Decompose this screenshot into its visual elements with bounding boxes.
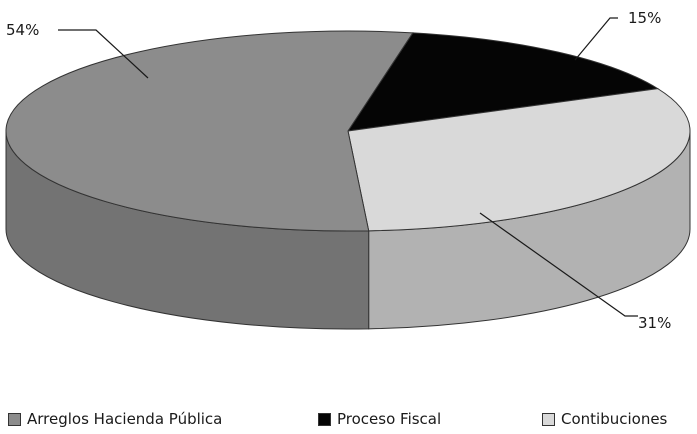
- pie-slice-contibuciones: [347, 88, 691, 232]
- legend-item-contibuciones: Contibuciones: [542, 410, 667, 428]
- leader-line-arreglos: [58, 29, 149, 79]
- legend-label-arreglos: Arreglos Hacienda Pública: [27, 410, 223, 428]
- legend-swatch-arreglos: [8, 412, 21, 426]
- pie-slice-arreglos: [5, 30, 414, 232]
- legend-item-proceso-fiscal: Proceso Fiscal: [318, 410, 441, 428]
- legend: Arreglos Hacienda Pública Proceso Fiscal…: [0, 410, 697, 434]
- legend-label-proceso-fiscal: Proceso Fiscal: [337, 410, 442, 428]
- pie-slice-proceso-fiscal: [346, 32, 660, 132]
- data-label-proceso-fiscal: 15%: [628, 9, 661, 27]
- legend-item-arreglos: Arreglos Hacienda Pública: [8, 410, 222, 428]
- legend-label-contibuciones: Contibuciones: [561, 410, 668, 428]
- legend-swatch-contibuciones: [542, 412, 555, 426]
- leader-line-contibuciones: [479, 212, 638, 317]
- data-label-contibuciones: 31%: [638, 314, 671, 332]
- legend-swatch-proceso-fiscal: [318, 412, 331, 426]
- data-label-arreglos: 54%: [6, 21, 39, 39]
- leader-line-proceso-fiscal: [574, 17, 618, 61]
